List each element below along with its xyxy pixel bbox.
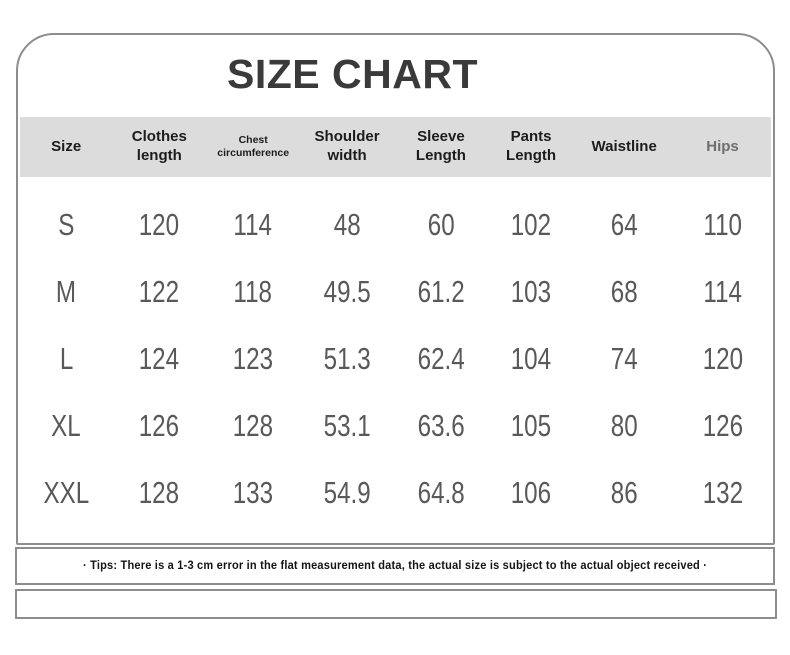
size-label-text: S <box>58 206 75 242</box>
size-label: XXL <box>20 475 112 511</box>
column-header-waistline: Waistline <box>591 137 657 155</box>
table-cell: 62.4 <box>417 340 465 376</box>
table-cell: 63.6 <box>417 407 465 443</box>
table-row: M 122 118 49.5 61.2 103 68 114 <box>20 258 771 325</box>
column-header-sleeve-length: Sleeve Length <box>415 128 466 164</box>
size-label: L <box>20 341 112 377</box>
size-label: XL <box>20 408 112 444</box>
table-row: L 124 123 51.3 62.4 104 74 120 <box>20 325 771 392</box>
table-cell: 124 <box>139 340 180 376</box>
table-cell: 120 <box>702 340 743 376</box>
table-cell: 53.1 <box>323 407 371 443</box>
table-row: XXL 128 133 54.9 64.8 106 86 132 <box>20 459 771 526</box>
column-header-clothes-length: Clothes length <box>131 128 187 164</box>
tips-note: · Tips: There is a 1-3 cm error in the f… <box>15 547 775 585</box>
table-cell: 126 <box>139 407 180 443</box>
size-chart-card: SIZE CHART Size Clothes length Chest cir… <box>16 33 775 545</box>
table-cell: 61.2 <box>417 273 465 309</box>
size-label-text: XXL <box>43 474 90 510</box>
table-cell: 49.5 <box>323 273 371 309</box>
tips-text: · Tips: There is a 1-3 cm error in the f… <box>82 560 708 572</box>
column-header-hips: Hips <box>706 137 739 155</box>
table-cell: 48 <box>333 206 361 242</box>
size-label: M <box>20 274 112 310</box>
table-cell: 128 <box>139 474 180 510</box>
table-cell: 132 <box>702 474 743 510</box>
page-title: SIZE CHART <box>227 51 478 97</box>
table-cell: 105 <box>510 407 552 443</box>
column-header-size: Size <box>51 137 82 155</box>
bottom-strip <box>15 589 777 619</box>
table-cell: 60 <box>427 206 455 242</box>
table-cell: 64.8 <box>417 474 465 510</box>
table-cell: 118 <box>233 273 273 309</box>
column-header-chest-circumference: Chest circumference <box>217 133 290 159</box>
table-cell: 128 <box>232 407 274 443</box>
table-cell: 64 <box>610 206 638 242</box>
size-label-text: L <box>59 340 73 376</box>
table-cell: 126 <box>702 407 743 443</box>
table-cell: 114 <box>703 273 742 309</box>
table-cell: 80 <box>610 407 638 443</box>
size-label-text: XL <box>51 407 81 443</box>
table-cell: 86 <box>610 474 638 510</box>
table-body: S 120 114 48 60 102 64 110 M 122 118 49.… <box>20 191 771 526</box>
column-header-pants-length: Pants Length <box>506 128 557 164</box>
table-cell: 110 <box>703 206 742 242</box>
size-label-text: M <box>56 273 77 309</box>
table-header-row: Size Clothes length Chest circumference … <box>20 117 771 177</box>
table-cell: 102 <box>510 206 552 242</box>
table-row: S 120 114 48 60 102 64 110 <box>20 191 771 258</box>
table-cell: 106 <box>510 474 552 510</box>
column-header-shoulder-width: Shoulder width <box>314 128 380 164</box>
table-cell: 51.3 <box>323 340 371 376</box>
table-cell: 104 <box>510 340 552 376</box>
table-row: XL 126 128 53.1 63.6 105 80 126 <box>20 392 771 459</box>
table-cell: 114 <box>233 206 273 242</box>
table-cell: 123 <box>232 340 274 376</box>
table-cell: 133 <box>232 474 274 510</box>
table-cell: 103 <box>510 273 552 309</box>
table-cell: 68 <box>610 273 638 309</box>
table-cell: 54.9 <box>323 474 371 510</box>
table-cell: 74 <box>610 340 638 376</box>
table-cell: 120 <box>139 206 180 242</box>
size-label: S <box>20 207 112 243</box>
table-cell: 122 <box>139 273 180 309</box>
